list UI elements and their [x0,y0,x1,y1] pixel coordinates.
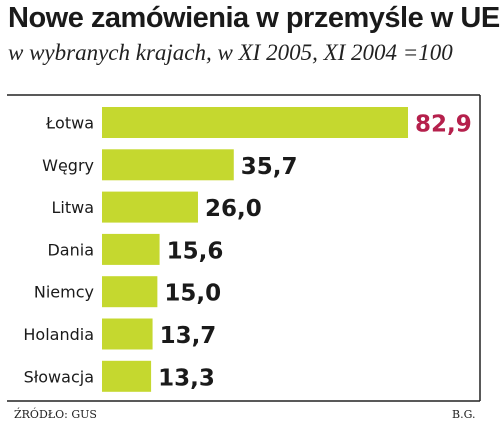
category-labels: Łotwa Węgry Litwa Dania Niemcy Holandia Słowac… [23,114,94,387]
chart-frame [7,94,481,402]
value-label-5: 13,7 [160,323,217,349]
bar-3 [102,233,160,265]
category-label-4: Niemcy [34,283,94,302]
bar-0 [102,107,408,138]
value-label-2: 26,0 [205,196,262,222]
bars [102,107,408,392]
value-label-1: 35,7 [241,154,298,180]
bar-4 [102,276,158,308]
category-label-2: Litwa [51,198,94,217]
value-labels: 82,9 35,7 26,0 15,6 15,0 13,7 13,3 [158,112,472,392]
author-initials: B.G. [452,408,476,421]
value-label-6: 13,3 [158,365,215,391]
bar-6 [102,360,152,392]
category-label-6: Słowacja [24,367,94,386]
value-label-0: 82,9 [415,112,472,138]
category-label-5: Holandia [23,325,94,344]
value-label-4: 15,0 [164,281,221,307]
source-note: ŹRÓDŁO: GUS [14,408,97,421]
bar-5 [102,318,153,350]
chart-title: Nowe zamówienia w przemyśle w UE [8,2,500,34]
chart-subtitle: w wybranych krajach, w XI 2005, XI 2004 … [8,40,453,65]
category-label-0: Łotwa [45,114,94,133]
category-label-1: Węgry [42,156,94,175]
value-label-3: 15,6 [167,238,224,264]
category-label-3: Dania [47,240,94,259]
bar-1 [102,149,234,181]
bar-2 [102,191,198,223]
